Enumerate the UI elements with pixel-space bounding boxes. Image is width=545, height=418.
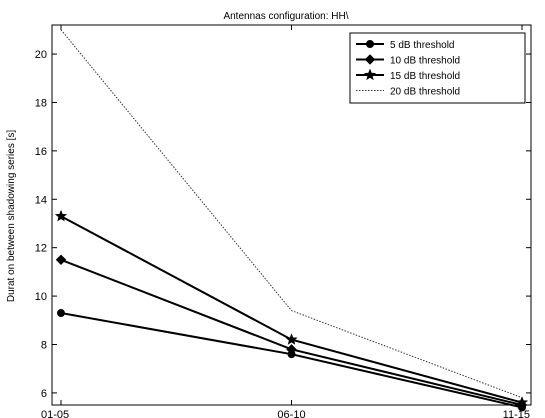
legend-item: 10 dB threshold (356, 54, 460, 67)
legend-label: 20 dB threshold (390, 87, 460, 98)
legend-item: 15 dB threshold (356, 68, 460, 82)
legend-item: 5 dB threshold (356, 40, 455, 51)
chart-title: Antennas configuration: HH\ (223, 11, 348, 22)
legend-item: 20 dB threshold (356, 87, 460, 98)
y-tick-label: 18 (35, 97, 47, 109)
legend: 5 dB threshold 10 dB threshold 15 dB thres… (349, 32, 526, 104)
y-tick-label: 8 (41, 339, 47, 351)
y-tick-label: 20 (35, 49, 47, 61)
x-tick-label: 01-05 (41, 409, 69, 418)
series-layer (54, 29, 529, 412)
data-point (55, 254, 67, 265)
y-tick-label: 10 (35, 291, 47, 303)
data-point (286, 344, 297, 355)
y-axis: 6 8 10 12 14 16 18 20 (35, 49, 531, 400)
legend-label: 15 dB threshold (390, 71, 460, 82)
legend-label: 10 dB threshold (390, 56, 460, 67)
series-3 (54, 209, 529, 408)
y-tick-label: 12 (35, 243, 47, 255)
y-tick-label: 6 (41, 388, 47, 400)
series-4 (60, 29, 523, 399)
y-tick-label: 14 (35, 194, 47, 206)
legend-marker (363, 68, 377, 81)
series-1 (57, 309, 526, 412)
series-line (60, 29, 523, 399)
data-point (57, 309, 65, 318)
legend-label: 5 dB threshold (390, 40, 455, 51)
series-line (60, 215, 523, 404)
y-tick-label: 16 (35, 146, 47, 158)
data-point (515, 396, 529, 408)
legend-marker (366, 40, 374, 48)
legend-marker (364, 54, 376, 65)
data-point (285, 333, 298, 345)
x-tick-label: 06-10 (277, 409, 305, 418)
series-2 (55, 254, 528, 411)
series-line (60, 312, 523, 409)
x-tick-label: 11-15 (503, 409, 530, 418)
y-axis-label: Durat on between shadowing series [s] (6, 130, 17, 303)
data-point (54, 209, 68, 222)
